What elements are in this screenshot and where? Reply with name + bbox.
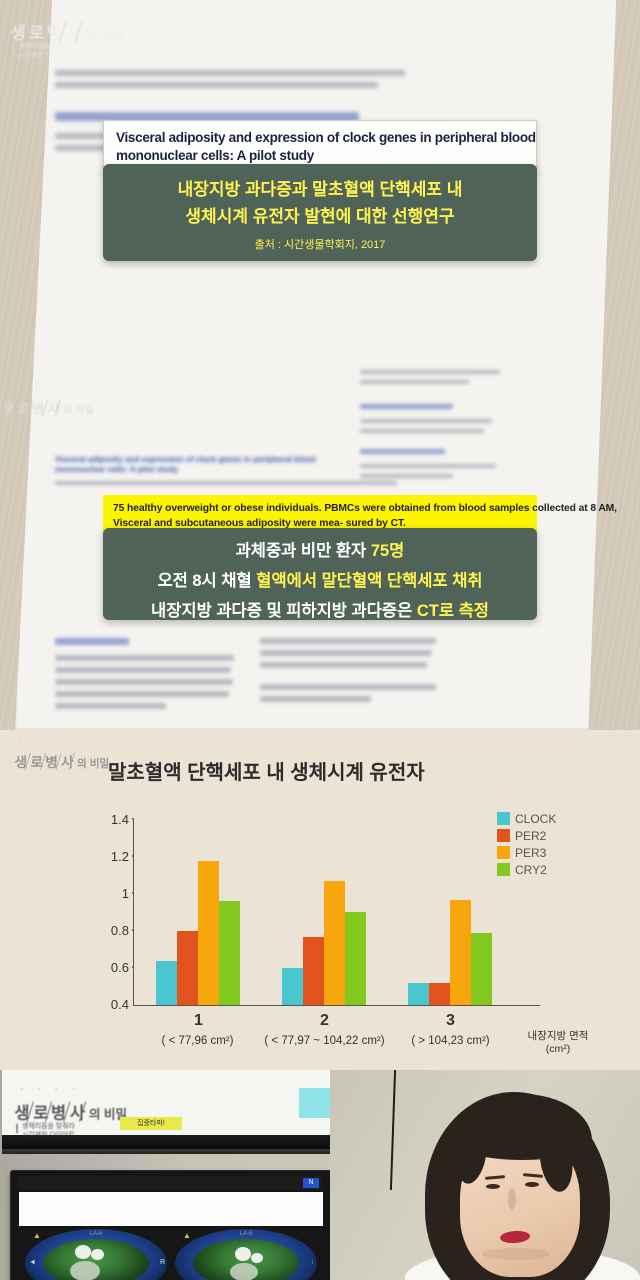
- svg-text:゜ ゜ ゜ ゜: ゜ ゜ ゜ ゜: [21, 1088, 84, 1095]
- svg-text:사: 사: [66, 25, 81, 43]
- svg-text:사: 사: [70, 1105, 85, 1123]
- svg-text:사: 사: [47, 402, 60, 417]
- svg-text:병: 병: [32, 401, 44, 417]
- svg-text:시간제한 다이어트: 시간제한 다이어트: [18, 50, 71, 59]
- svg-text:시간제한 다이어트: 시간제한 다이어트: [22, 1130, 75, 1139]
- svg-text:゜ ゜ ゜ ゜: ゜ ゜ ゜ ゜: [17, 8, 80, 15]
- svg-text:의 비밀: 의 비밀: [85, 27, 123, 42]
- svg-text:゜ ゜ ゜ ゜: ゜ ゜ ゜ ゜: [7, 388, 58, 393]
- svg-text:생체리듬을 맞춰라: 생체리듬을 맞춰라: [22, 1121, 75, 1130]
- svg-text:의 비밀: 의 비밀: [63, 404, 94, 417]
- svg-text:생체리듬을 맞춰라: 생체리듬을 맞춰라: [18, 41, 71, 50]
